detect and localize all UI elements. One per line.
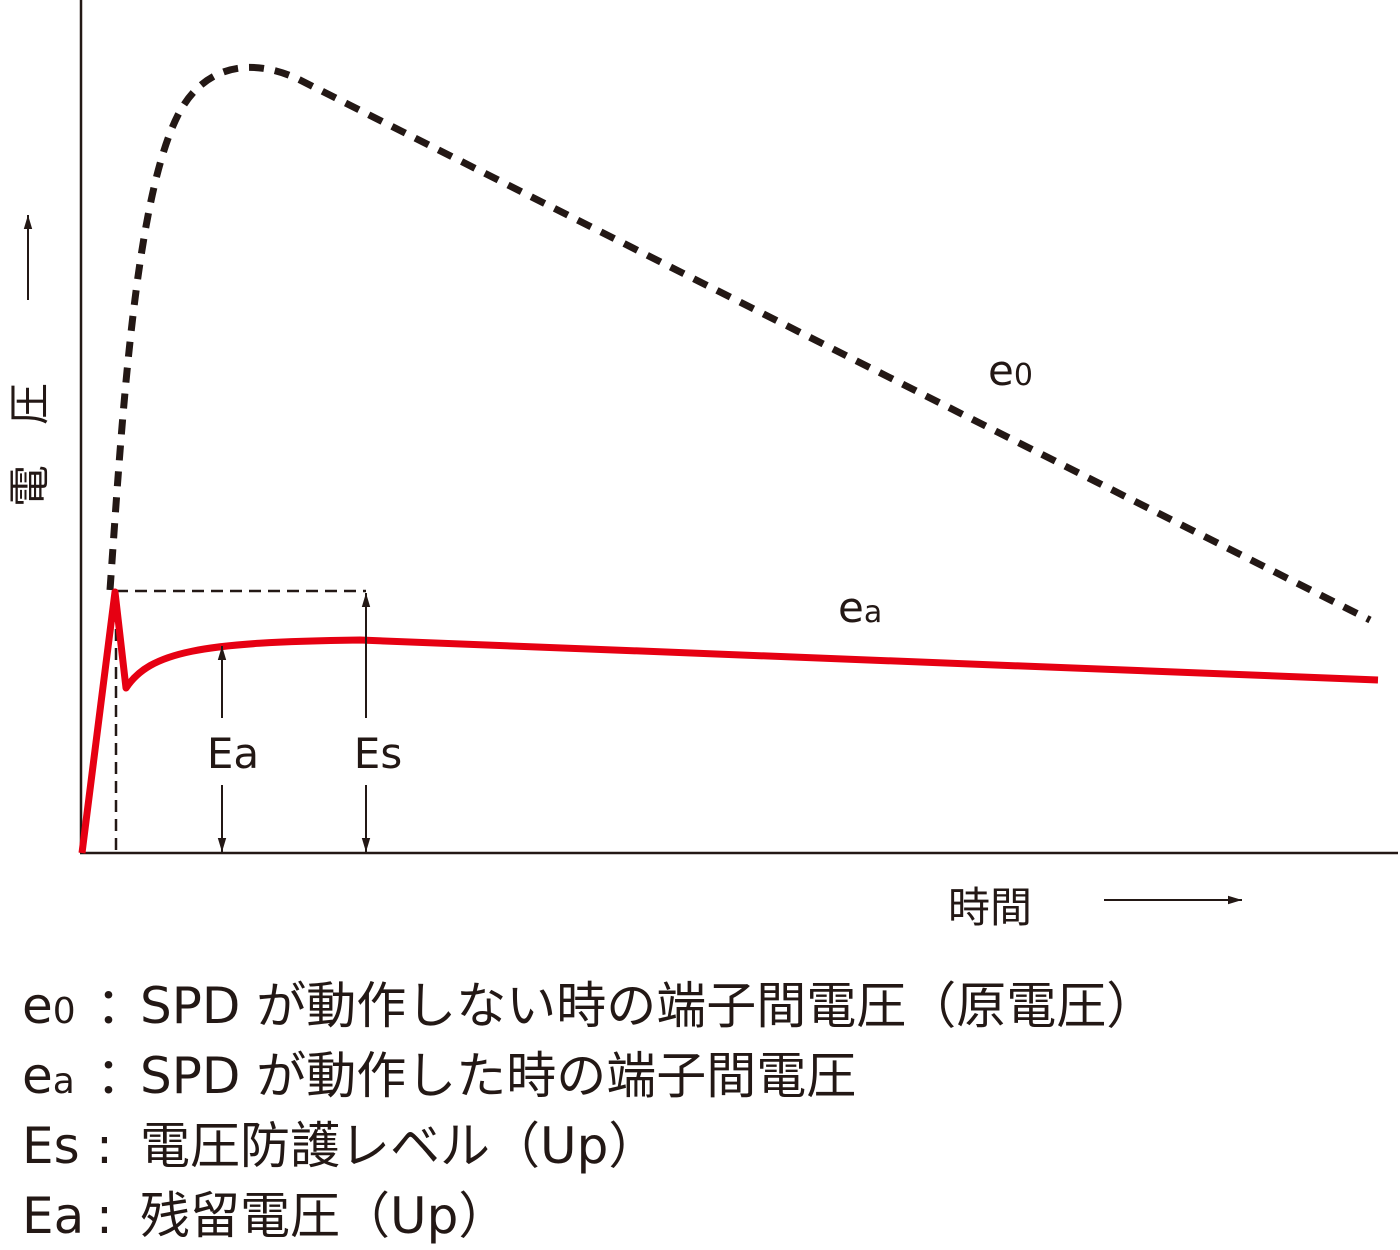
- ea-curve-label: ea: [838, 583, 882, 632]
- legend-text: 電圧防護レベル（Up）: [140, 1117, 658, 1175]
- legend-symbol: e0: [22, 977, 76, 1035]
- legend-text: SPD が動作しない時の端子間電圧（原電圧）: [140, 977, 1156, 1035]
- e0-curve: [106, 63, 1372, 624]
- legend-symbol-base: Es: [22, 1117, 80, 1175]
- legend-symbol: Ea: [22, 1187, 84, 1245]
- legend-symbol: Es: [22, 1117, 80, 1175]
- legend-symbol-sub: a: [53, 1061, 75, 1102]
- legend-text: 残留電圧（Up）: [140, 1187, 508, 1245]
- e0-label: e0: [988, 346, 1033, 395]
- legend-separator: :: [96, 1117, 113, 1175]
- e0-label-base: e: [988, 346, 1014, 395]
- ea-curve: [78, 588, 1379, 854]
- legend: e0 ：SPD が動作しない時の端子間電圧（原電圧）ea ：SPD が動作した時の端…: [22, 977, 1156, 1245]
- legend-symbol-base: Ea: [22, 1187, 84, 1245]
- ea-label: Ea: [207, 729, 259, 778]
- legend-separator: :: [96, 1187, 113, 1245]
- legend-symbol-base: e: [22, 1047, 53, 1105]
- legend-text: SPD が動作した時の端子間電圧: [140, 1047, 856, 1105]
- legend-symbol-sub: 0: [53, 991, 76, 1032]
- legend-symbol: ea: [22, 1047, 75, 1105]
- legend-separator: ：: [96, 1047, 146, 1105]
- ea-label-sub: a: [864, 595, 882, 630]
- y-axis-label: 電圧: [5, 343, 54, 507]
- legend-symbol-base: e: [22, 977, 53, 1035]
- x-axis-label: 時間: [948, 883, 1032, 932]
- e0-label-sub: 0: [1014, 358, 1033, 393]
- es-label: Es: [354, 729, 402, 778]
- legend-separator: ：: [96, 977, 146, 1035]
- ea-label-base: e: [838, 583, 864, 632]
